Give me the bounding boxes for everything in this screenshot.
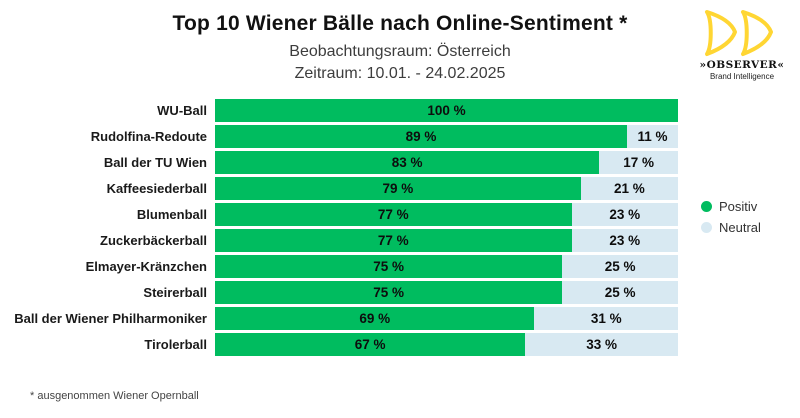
bar-track: 69 % 31 % bbox=[215, 307, 678, 330]
bar-track: 79 % 21 % bbox=[215, 177, 678, 200]
chart-row: Rudolfina-Redoute 89 % 11 % bbox=[0, 125, 800, 148]
value-label: 89 % bbox=[405, 129, 437, 144]
legend-label: Neutral bbox=[719, 220, 761, 235]
bar-segment-positiv: 69 % bbox=[215, 307, 535, 330]
bar-segment-positiv: 83 % bbox=[215, 151, 600, 174]
value-label: 17 % bbox=[623, 155, 655, 170]
chart-row: Ball der Wiener Philharmoniker 69 % 31 % bbox=[0, 307, 800, 330]
value-label: 23 % bbox=[609, 233, 641, 248]
bar-track: 89 % 11 % bbox=[215, 125, 678, 148]
chart-header: Top 10 Wiener Bälle nach Online-Sentimen… bbox=[0, 12, 800, 83]
value-label: 67 % bbox=[354, 337, 386, 352]
page-title: Top 10 Wiener Bälle nach Online-Sentimen… bbox=[172, 12, 628, 35]
chart-row: Elmayer-Kränzchen 75 % 25 % bbox=[0, 255, 800, 278]
bar-chart: WU-Ball 100 % Rudolfina-Redoute 89 % 11 % Bal… bbox=[0, 99, 800, 359]
value-label: 77 % bbox=[377, 233, 409, 248]
bar-segment-neutral: 33 % bbox=[525, 333, 678, 356]
chart-row: Blumenball 77 % 23 % bbox=[0, 203, 800, 226]
double-chevron-icon bbox=[705, 10, 773, 56]
bar-segment-positiv: 100 % bbox=[215, 99, 678, 122]
bar-segment-neutral: 31 % bbox=[534, 307, 678, 330]
chart-rows: WU-Ball 100 % Rudolfina-Redoute 89 % 11 % Bal… bbox=[0, 99, 800, 356]
chart-row: WU-Ball 100 % bbox=[0, 99, 800, 122]
chart-legend: Positiv Neutral bbox=[701, 199, 761, 241]
observer-logo: »OBSERVER« Brand Intelligence bbox=[692, 8, 792, 81]
bar-track: 75 % 25 % bbox=[215, 281, 678, 304]
chart-row: Tirolerball 67 % 33 % bbox=[0, 333, 800, 356]
value-label: 69 % bbox=[359, 311, 391, 326]
bar-segment-neutral: 21 % bbox=[580, 177, 678, 200]
category-label: Steirerball bbox=[143, 285, 207, 300]
value-label: 100 % bbox=[427, 103, 466, 118]
footnote: * ausgenommen Wiener Opernball bbox=[30, 390, 199, 402]
value-label: 31 % bbox=[590, 311, 622, 326]
bar-segment-neutral: 17 % bbox=[599, 151, 678, 174]
logo-tagline: Brand Intelligence bbox=[709, 72, 775, 81]
bar-segment-neutral: 23 % bbox=[571, 203, 678, 226]
bar-segment-positiv: 75 % bbox=[215, 281, 563, 304]
bar-track: 100 % bbox=[215, 99, 678, 122]
bar-track: 83 % 17 % bbox=[215, 151, 678, 174]
bar-segment-neutral: 25 % bbox=[562, 255, 678, 278]
category-label: Ball der TU Wien bbox=[103, 155, 207, 170]
bar-segment-positiv: 75 % bbox=[215, 255, 563, 278]
bar-segment-positiv: 79 % bbox=[215, 177, 581, 200]
subtitle-timeframe: Zeitraum: 10.01. - 24.02.2025 bbox=[294, 65, 506, 82]
value-label: 83 % bbox=[391, 155, 423, 170]
legend-item-neutral: Neutral bbox=[701, 220, 761, 235]
legend-item-positiv: Positiv bbox=[701, 199, 761, 214]
value-label: 25 % bbox=[604, 285, 636, 300]
category-label: Kaffeesiederball bbox=[106, 181, 207, 196]
category-label: Blumenball bbox=[136, 207, 207, 222]
chart-row: Steirerball 75 % 25 % bbox=[0, 281, 800, 304]
value-label: 25 % bbox=[604, 259, 636, 274]
value-label: 23 % bbox=[609, 207, 641, 222]
chart-row: Kaffeesiederball 79 % 21 % bbox=[0, 177, 800, 200]
chart-row: Ball der TU Wien 83 % 17 % bbox=[0, 151, 800, 174]
category-label: WU-Ball bbox=[157, 103, 207, 118]
legend-dot-icon bbox=[701, 201, 712, 212]
bar-segment-positiv: 67 % bbox=[215, 333, 526, 356]
bar-segment-neutral: 25 % bbox=[562, 281, 678, 304]
chart-row: Zuckerbäckerball 77 % 23 % bbox=[0, 229, 800, 252]
category-label: Tirolerball bbox=[144, 337, 207, 352]
category-label: Zuckerbäckerball bbox=[100, 233, 207, 248]
logo-wordmark: »OBSERVER« bbox=[699, 59, 785, 71]
bar-segment-neutral: 23 % bbox=[571, 229, 678, 252]
category-label: Ball der Wiener Philharmoniker bbox=[14, 311, 207, 326]
bar-segment-positiv: 77 % bbox=[215, 229, 572, 252]
value-label: 33 % bbox=[586, 337, 617, 352]
bar-segment-neutral: 11 % bbox=[627, 125, 678, 148]
legend-label: Positiv bbox=[719, 199, 758, 214]
value-label: 11 % bbox=[637, 129, 668, 144]
value-label: 21 % bbox=[613, 181, 645, 196]
value-label: 77 % bbox=[377, 207, 409, 222]
legend-dot-icon bbox=[701, 222, 712, 233]
bar-track: 77 % 23 % bbox=[215, 229, 678, 252]
value-label: 79 % bbox=[382, 181, 414, 196]
value-label: 75 % bbox=[373, 285, 405, 300]
bar-track: 77 % 23 % bbox=[215, 203, 678, 226]
bar-segment-positiv: 89 % bbox=[215, 125, 628, 148]
bar-segment-positiv: 77 % bbox=[215, 203, 572, 226]
value-label: 75 % bbox=[373, 259, 405, 274]
category-label: Rudolfina-Redoute bbox=[90, 129, 207, 144]
subtitle-observation: Beobachtungsraum: Österreich bbox=[289, 43, 511, 60]
category-label: Elmayer-Kränzchen bbox=[85, 259, 207, 274]
bar-track: 67 % 33 % bbox=[215, 333, 678, 356]
bar-track: 75 % 25 % bbox=[215, 255, 678, 278]
